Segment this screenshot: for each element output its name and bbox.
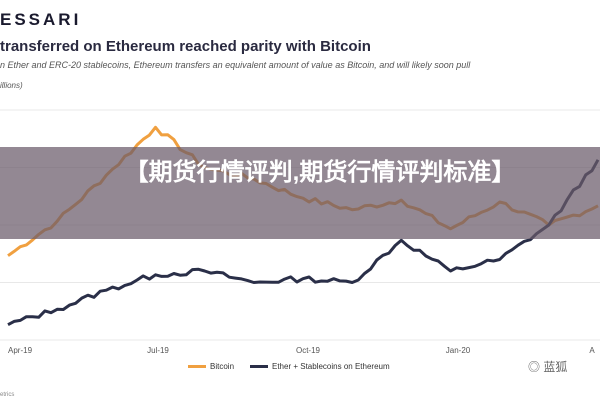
ether-stablecoins-series-line <box>7 159 600 327</box>
legend-item-bitcoin: Bitcoin <box>188 362 234 371</box>
chart-title: transferred on Ethereum reached parity w… <box>0 38 371 55</box>
watermark-text: 蓝狐 <box>543 360 568 374</box>
legend-swatch-ether <box>250 365 268 369</box>
x-axis-tick-labels: Apr-19 Jul-19 Oct-19 Jan-20 A <box>8 346 595 355</box>
chart-subtitle: n Ether and ERC-20 stablecoins, Ethereum… <box>0 60 471 70</box>
x-tick-label: Oct-19 <box>296 346 321 355</box>
headline-banner <box>0 147 600 239</box>
x-tick-label: Jul-19 <box>147 346 169 355</box>
source-note: etrics <box>0 392 15 398</box>
brand-logo-text: ESSARI <box>0 10 82 29</box>
x-tick-label: Apr-19 <box>8 346 33 355</box>
x-tick-label: Jan-20 <box>446 346 471 355</box>
legend-swatch-bitcoin <box>188 365 206 369</box>
headline-title: 【期货行情评判,期货行情评判标准】 <box>124 159 516 186</box>
x-tick-label: A <box>589 346 595 355</box>
watermark: ◎ 蓝狐 <box>528 360 568 374</box>
legend-label-bitcoin: Bitcoin <box>210 362 235 371</box>
legend-item-ether: Ether + Stablecoins on Ethereum <box>250 362 390 371</box>
chart-unit-label: illions) <box>0 81 23 90</box>
legend-label-ether: Ether + Stablecoins on Ethereum <box>272 362 390 371</box>
